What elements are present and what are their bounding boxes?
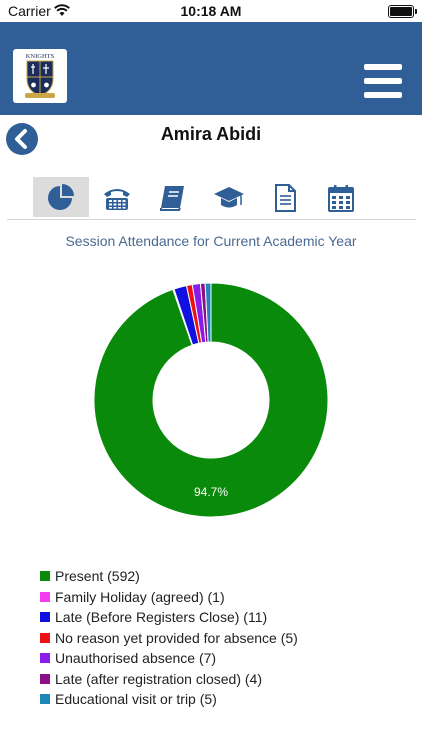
hamburger-line: [364, 92, 402, 98]
chart-subtitle: Session Attendance for Current Academic …: [65, 233, 357, 249]
legend-label: Educational visit or trip (5): [55, 691, 217, 708]
legend-item: Educational visit or trip (5): [40, 689, 410, 710]
phone-icon: [104, 189, 130, 210]
legend-label: Family Holiday (agreed) (1): [55, 588, 225, 605]
legend-swatch: [40, 673, 50, 684]
legend-swatch: [40, 653, 50, 664]
legend-item: Late (Before Registers Close) (11): [40, 607, 410, 628]
legend-swatch: [40, 591, 50, 602]
back-button[interactable]: [6, 123, 38, 155]
tab-calendar[interactable]: [313, 177, 369, 217]
tab-homework[interactable]: [145, 177, 201, 217]
legend-swatch: [40, 571, 50, 582]
legend-item: Unauthorised absence (7): [40, 648, 410, 669]
legend-label: Late (Before Registers Close) (11): [55, 609, 268, 626]
legend-item: No reason yet provided for absence (5): [40, 628, 410, 649]
book-icon: [160, 186, 184, 211]
calendar-icon: [328, 185, 354, 212]
attendance-donut-chart: 94.7%: [93, 282, 329, 518]
clock: 10:18 AM: [180, 3, 242, 19]
chevron-left-icon: [15, 129, 27, 149]
donut-slice[interactable]: [204, 282, 212, 343]
school-crest-icon: KNIGHTS: [25, 53, 55, 98]
wifi-icon: [54, 4, 70, 16]
tab-attendance[interactable]: [33, 177, 89, 217]
legend-label: Late (after registration closed) (4): [55, 670, 262, 687]
chart-legend: Present (592) Family Holiday (agreed) (1)…: [40, 566, 410, 710]
section-tabs: [7, 177, 416, 220]
donut-value-label: 94.7%: [194, 485, 228, 499]
legend-swatch: [40, 612, 50, 623]
graduation-cap-icon: [214, 187, 244, 208]
hamburger-line: [364, 64, 402, 70]
legend-swatch: [40, 694, 50, 705]
tab-contacts[interactable]: [89, 177, 145, 217]
app-header: KNIGHTS: [0, 22, 422, 115]
legend-item: Present (592): [40, 566, 410, 587]
status-bar: Carrier 10:18 AM: [0, 0, 422, 22]
tab-achievements[interactable]: [201, 177, 257, 217]
legend-swatch: [40, 632, 50, 643]
carrier-label: Carrier: [8, 3, 51, 19]
legend-label: Present (592): [55, 568, 140, 585]
battery-icon: [388, 5, 417, 18]
pie-chart-icon: [48, 184, 74, 210]
menu-button[interactable]: [364, 64, 402, 98]
tab-reports[interactable]: [257, 177, 313, 217]
donut-slice[interactable]: [93, 282, 329, 518]
legend-item: Late (after registration closed) (4): [40, 669, 410, 690]
legend-label: No reason yet provided for absence (5): [55, 629, 298, 646]
school-logo[interactable]: KNIGHTS: [13, 49, 67, 103]
logo-text: KNIGHTS: [26, 53, 55, 60]
document-icon: [275, 184, 296, 212]
legend-label: Unauthorised absence (7): [55, 650, 217, 667]
hamburger-line: [364, 78, 402, 84]
page-title: Amira Abidi: [160, 124, 262, 144]
legend-item: Family Holiday (agreed) (1): [40, 587, 410, 608]
